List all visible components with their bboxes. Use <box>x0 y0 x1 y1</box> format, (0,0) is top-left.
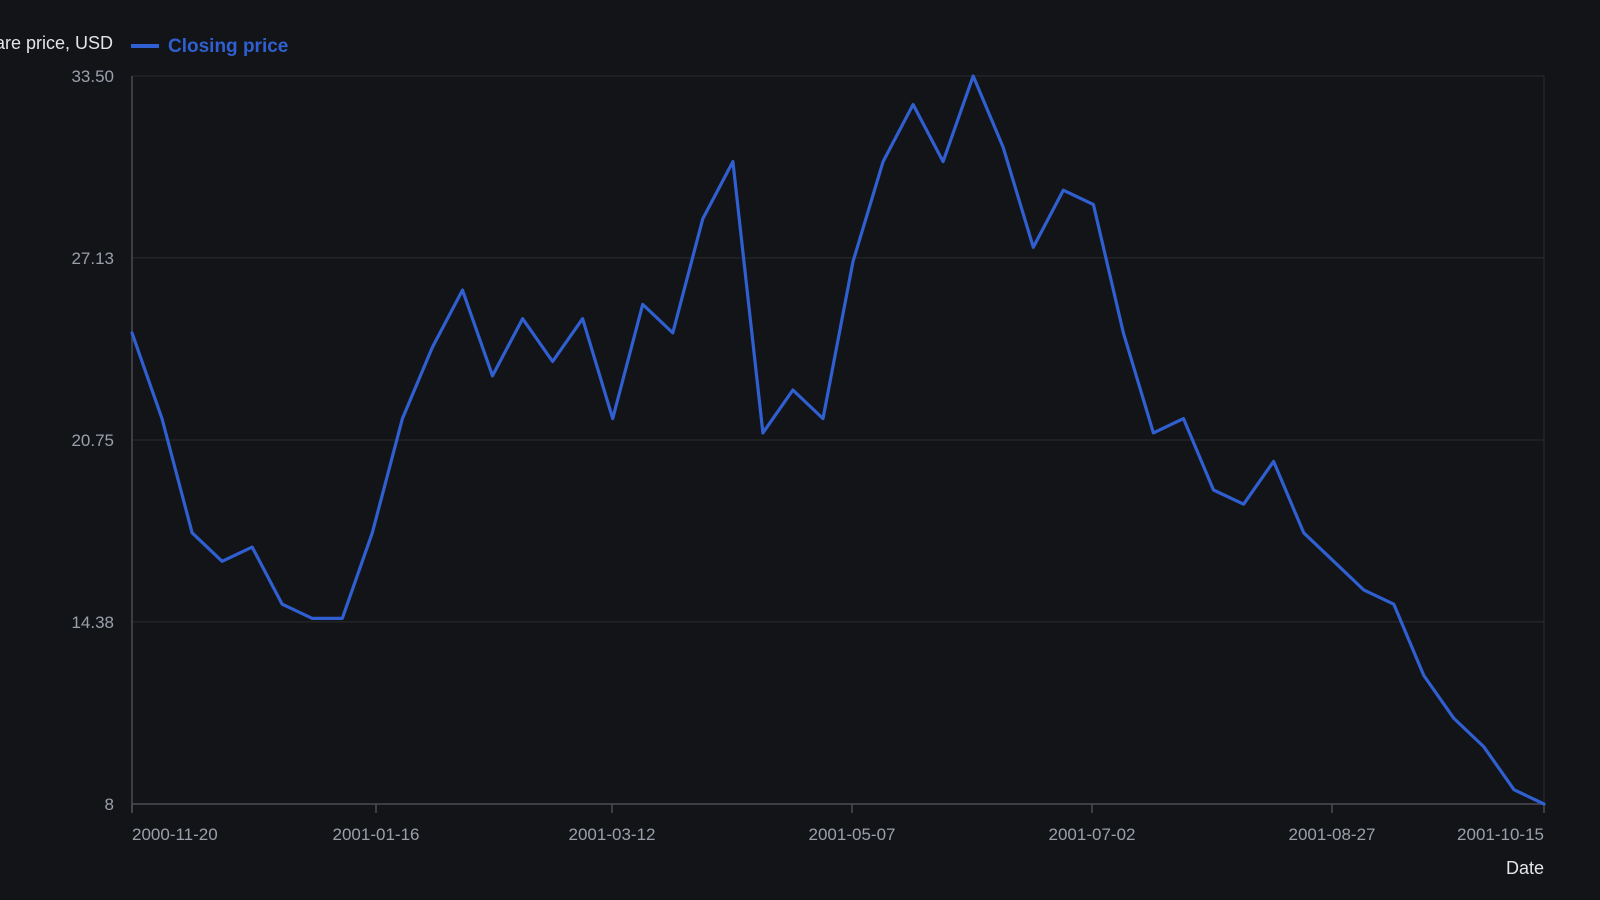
y-tick-label: 33.50 <box>71 67 114 86</box>
grid-layer <box>132 75 1545 805</box>
x-tick-label: 2001-05-07 <box>809 825 896 844</box>
y-tick-label: 20.75 <box>71 431 114 450</box>
x-tick-label: 2001-10-15 <box>1457 825 1544 844</box>
series-line-closing-price <box>130 74 1546 806</box>
x-axis-title: Date <box>1506 858 1544 878</box>
series-layer <box>130 74 1546 806</box>
y-tick-label: 8 <box>105 795 114 814</box>
x-tick-label: 2000-11-20 <box>132 825 218 844</box>
x-tick-label: 2001-08-27 <box>1289 825 1376 844</box>
y-axis-title: Share price, USD <box>0 33 113 53</box>
x-tick-label: 2001-01-16 <box>333 825 420 844</box>
x-tick-label: 2001-03-12 <box>569 825 656 844</box>
y-tick-label: 14.38 <box>71 613 114 632</box>
legend: Share price, USD Closing price <box>0 33 288 57</box>
legend-label-closing-price: Closing price <box>168 36 288 57</box>
x-tick-label: 2001-07-02 <box>1049 825 1136 844</box>
y-tick-label: 27.13 <box>71 249 114 268</box>
axis-layer: 8 14.38 20.75 27.13 33.50 2000-11-20 2001-01-1… <box>71 67 1545 844</box>
